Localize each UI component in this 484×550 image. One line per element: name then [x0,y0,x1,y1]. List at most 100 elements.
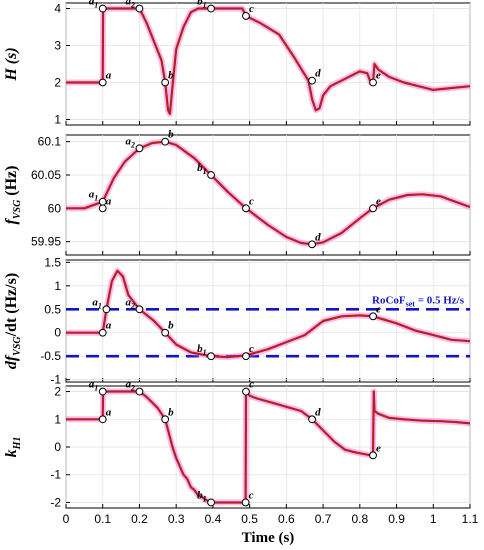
point-label: b1 [197,489,207,503]
point-marker [308,240,316,249]
x-tick-label: 0.9 [388,512,405,526]
y-tick-label: 1.5 [44,255,61,269]
point-label: e [376,303,381,315]
point-label: b [168,406,174,418]
point-label: b1 [197,162,207,176]
point-label: a2 [125,135,135,149]
point-marker [98,197,107,206]
point-label: b [168,69,174,81]
point-marker [98,387,107,396]
y-axis-label: dfVSG/dt (Hz/s) [3,273,23,369]
y-tick-label: 60.1 [38,135,62,149]
point-label: c [249,3,254,15]
point-marker [161,415,170,424]
y-tick-label: -1 [50,373,61,387]
point-label: a [106,69,112,81]
point-marker [102,305,111,314]
x-tick-label: 0.6 [278,512,295,526]
panel-H: 1 2 3 4 a a1 a2 b b1 c d e H (s) [3,0,471,126]
point-marker [369,78,377,87]
point-marker [207,498,215,507]
point-marker [135,4,144,13]
y-tick-label: 0 [54,440,61,454]
point-marker [308,415,316,424]
x-tick-label: 0.4 [205,512,222,526]
y-tick-label: 1 [54,412,61,426]
point-marker [161,328,170,337]
point-marker [308,76,316,85]
y-axis-label: kH1 [3,437,23,458]
point-label: a2 [125,296,135,310]
point-label: a [106,320,112,332]
x-tick-label: 0.5 [241,512,258,526]
point-marker [369,451,377,460]
point-label: e [376,195,381,207]
threshold-label: RoCoFset = 0.5 Hz/s [372,294,465,308]
point-marker [161,78,170,87]
point-label: a [106,195,112,207]
y-tick-label: 59.95 [31,235,61,249]
x-tick-label: 0.7 [315,512,332,526]
point-label: e [376,442,381,454]
x-tick-label: 0.8 [351,512,368,526]
point-label: a [106,406,112,418]
point-marker [242,352,250,361]
point-marker [98,415,107,424]
point-marker [135,305,144,314]
point-marker [242,387,250,396]
x-tick-label: 0.3 [168,512,185,526]
y-tick-label: 2 [54,75,61,89]
point-label: a1 [89,189,99,203]
point-label: a1 [92,296,102,310]
y-tick-label: 2 [54,385,61,399]
series-line [66,140,471,246]
y-tick-label: -0.5 [40,349,61,363]
point-marker [242,204,250,213]
point-marker [369,204,377,213]
point-marker [98,4,107,13]
point-label: a1 [89,379,99,393]
point-label: c [249,379,254,391]
y-tick-label: -1 [50,468,61,482]
axes-frame [65,259,471,383]
point-marker [98,78,107,87]
point-label: b [168,129,174,141]
point-marker [98,328,107,337]
point-label: d [315,68,321,80]
point-label: b1 [197,343,207,357]
panel-k: -2 -1 0 1 2 a a1 a2 b b1 c c d e kH1 [3,379,471,509]
panel-f: 59.95 60 60.05 60.1 a a1 a2 b b1 c d e fVSG (Hz) [3,129,472,256]
panel-df: -1 -0.5 0 0.5 1 1.5 RoCoFset = 0.5 Hz/s a a1 a2 b b… [3,255,471,387]
y-tick-label: 60 [48,201,62,215]
x-tick-label: 0 [63,512,70,526]
y-axis-label: H (s) [3,47,20,81]
x-tick-label: 0.1 [94,512,111,526]
x-tick-label: 1 [430,512,437,526]
series-line [66,269,471,359]
point-marker [161,137,170,146]
point-label: a1 [89,0,99,10]
y-tick-label: 0 [54,326,61,340]
point-marker [207,171,215,179]
point-marker [207,4,215,13]
point-marker [135,144,144,153]
y-tick-label: 60.05 [31,168,61,182]
y-tick-label: 3 [54,39,61,53]
point-label: c [249,343,254,355]
x-tick-label: 0.2 [131,512,148,526]
y-tick-label: 0.5 [44,302,61,316]
point-label: b1 [197,0,207,10]
point-marker [241,498,250,507]
y-tick-label: 1 [54,112,61,126]
point-label: a2 [125,379,135,393]
point-label: a2 [125,0,135,10]
y-axis-label: fVSG (Hz) [3,166,23,225]
point-label: c [249,195,254,207]
point-label: d [315,231,321,243]
y-tick-label: -2 [50,495,61,509]
x-tick-label: 1.1 [462,512,479,526]
y-tick-label: 1 [54,279,61,293]
point-label: e [376,69,381,81]
series-line [66,390,471,504]
